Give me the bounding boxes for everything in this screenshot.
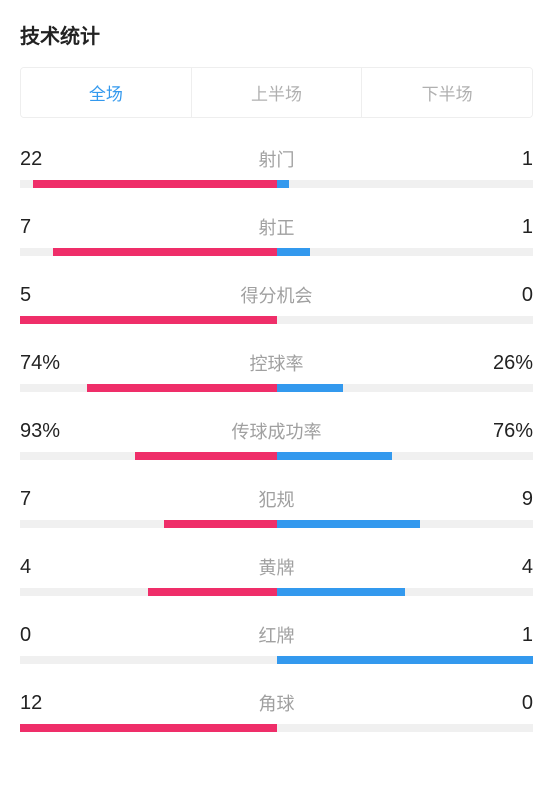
stat-label: 黄牌 (70, 554, 483, 580)
stat-right-value: 76% (483, 420, 533, 443)
stat-left-value: 22 (20, 148, 70, 171)
stat-header: 22射门1 (20, 146, 533, 172)
stat-left-value: 12 (20, 692, 70, 715)
stat-row: 7射正1 (20, 214, 533, 256)
bar-right (277, 180, 290, 188)
stat-row: 93%传球成功率76% (20, 418, 533, 460)
bar-right (277, 384, 344, 392)
bar-left (53, 248, 276, 256)
bar-left (87, 384, 277, 392)
bar-right (277, 520, 421, 528)
stat-right-value: 26% (483, 352, 533, 375)
stat-header: 7射正1 (20, 214, 533, 240)
stat-left-value: 4 (20, 556, 70, 579)
stat-header: 93%传球成功率76% (20, 418, 533, 444)
stat-label: 得分机会 (70, 282, 483, 308)
stat-header: 5得分机会0 (20, 282, 533, 308)
stat-row: 4黄牌4 (20, 554, 533, 596)
bar-right (277, 452, 392, 460)
bar-left (20, 316, 277, 324)
bar-left (33, 180, 277, 188)
bar-track (20, 316, 533, 324)
stat-label: 角球 (70, 690, 483, 716)
stat-label: 射门 (70, 146, 483, 172)
bar-left (20, 724, 277, 732)
stat-left-value: 7 (20, 216, 70, 239)
stat-right-value: 4 (483, 556, 533, 579)
stat-header: 0红牌1 (20, 622, 533, 648)
stat-right-value: 1 (483, 148, 533, 171)
bar-track (20, 452, 533, 460)
tab-2[interactable]: 下半场 (362, 68, 532, 117)
bar-left (148, 588, 276, 596)
bar-right (277, 248, 310, 256)
bar-track (20, 384, 533, 392)
bar-left (135, 452, 276, 460)
stat-right-value: 1 (483, 624, 533, 647)
stat-header: 7犯规9 (20, 486, 533, 512)
stat-row: 0红牌1 (20, 622, 533, 664)
stat-right-value: 9 (483, 488, 533, 511)
stat-row: 12角球0 (20, 690, 533, 732)
stat-row: 74%控球率26% (20, 350, 533, 392)
bar-track (20, 656, 533, 664)
stat-left-value: 7 (20, 488, 70, 511)
bar-left (164, 520, 277, 528)
bar-right (277, 656, 534, 664)
stat-right-value: 0 (483, 692, 533, 715)
stat-right-value: 1 (483, 216, 533, 239)
stat-label: 控球率 (70, 350, 483, 376)
stat-row: 7犯规9 (20, 486, 533, 528)
stat-right-value: 0 (483, 284, 533, 307)
page-title: 技术统计 (20, 20, 533, 49)
tab-1[interactable]: 上半场 (192, 68, 363, 117)
bar-track (20, 248, 533, 256)
stat-left-value: 5 (20, 284, 70, 307)
bar-right (277, 588, 405, 596)
stats-container: 22射门17射正15得分机会074%控球率26%93%传球成功率76%7犯规94… (20, 146, 533, 732)
stat-header: 12角球0 (20, 690, 533, 716)
stat-row: 22射门1 (20, 146, 533, 188)
stat-label: 红牌 (70, 622, 483, 648)
tab-0[interactable]: 全场 (21, 68, 192, 117)
period-tabs: 全场上半场下半场 (20, 67, 533, 118)
stat-label: 传球成功率 (70, 418, 483, 444)
stat-left-value: 74% (20, 352, 70, 375)
stat-left-value: 0 (20, 624, 70, 647)
bar-track (20, 724, 533, 732)
bar-track (20, 180, 533, 188)
stat-header: 74%控球率26% (20, 350, 533, 376)
stat-row: 5得分机会0 (20, 282, 533, 324)
stat-left-value: 93% (20, 420, 70, 443)
bar-track (20, 588, 533, 596)
stat-label: 犯规 (70, 486, 483, 512)
bar-track (20, 520, 533, 528)
stat-label: 射正 (70, 214, 483, 240)
stat-header: 4黄牌4 (20, 554, 533, 580)
